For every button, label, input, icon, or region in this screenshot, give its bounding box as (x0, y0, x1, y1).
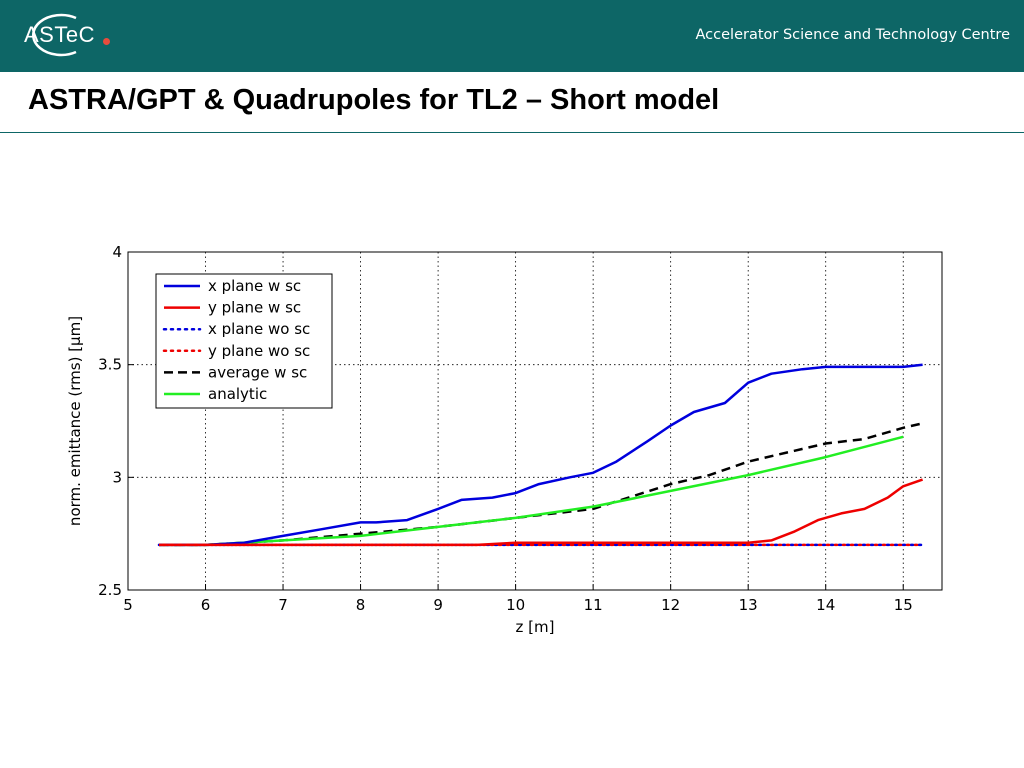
logo-text: ASTeC (24, 22, 95, 47)
y-tick-label: 2.5 (98, 581, 122, 599)
title-divider (0, 132, 1024, 133)
series-line-y-plane-w-sc (159, 478, 924, 547)
plot-frame (127, 251, 943, 591)
y-axis-label: norm. emittance (rms) [µm] (66, 316, 84, 526)
series-line-analytic (159, 435, 904, 547)
x-tick-label: 7 (278, 596, 288, 614)
legend-label: y plane w sc (208, 299, 301, 317)
legend-label: y plane wo sc (208, 342, 310, 360)
x-tick-label: 5 (123, 596, 133, 614)
x-tick-label: 13 (739, 596, 758, 614)
slide-title: ASTRA/GPT & Quadrupoles for TL2 – Short … (28, 84, 720, 116)
logo-swoosh-icon (32, 13, 77, 57)
x-tick-label: 6 (201, 596, 211, 614)
x-tick-label: 8 (356, 596, 366, 614)
legend-label: x plane w sc (208, 277, 301, 295)
legend-box (155, 273, 333, 409)
x-axis-label: z [m] (516, 618, 555, 636)
x-tick-label: 14 (816, 596, 835, 614)
x-tick-label: 9 (433, 596, 443, 614)
emittance-chart: 5 6 7 8 9 10 11 12 13 14 15 2.5 3 3.5 4 z [m] norm. emit… (66, 243, 943, 636)
x-tick-label: 11 (584, 596, 603, 614)
x-tick-label: 12 (661, 596, 680, 614)
y-tick-label: 4 (112, 243, 122, 261)
astec-logo (14, 10, 124, 58)
legend-label: x plane wo sc (208, 320, 310, 338)
organization-tagline: Accelerator Science and Technology Centr… (695, 27, 1010, 43)
y-tick-label: 3 (112, 468, 122, 486)
legend-label: average w sc (208, 363, 307, 381)
y-tick-label: 3.5 (98, 356, 122, 374)
logo-dot-icon (103, 38, 110, 45)
legend-label: analytic (208, 385, 267, 403)
series-line-x-plane-w-sc (159, 363, 923, 547)
x-tick-label: 10 (506, 596, 525, 614)
x-tick-label: 15 (894, 596, 913, 614)
header-bar: ASTeC Accelerator Science and Technology… (0, 0, 1024, 72)
